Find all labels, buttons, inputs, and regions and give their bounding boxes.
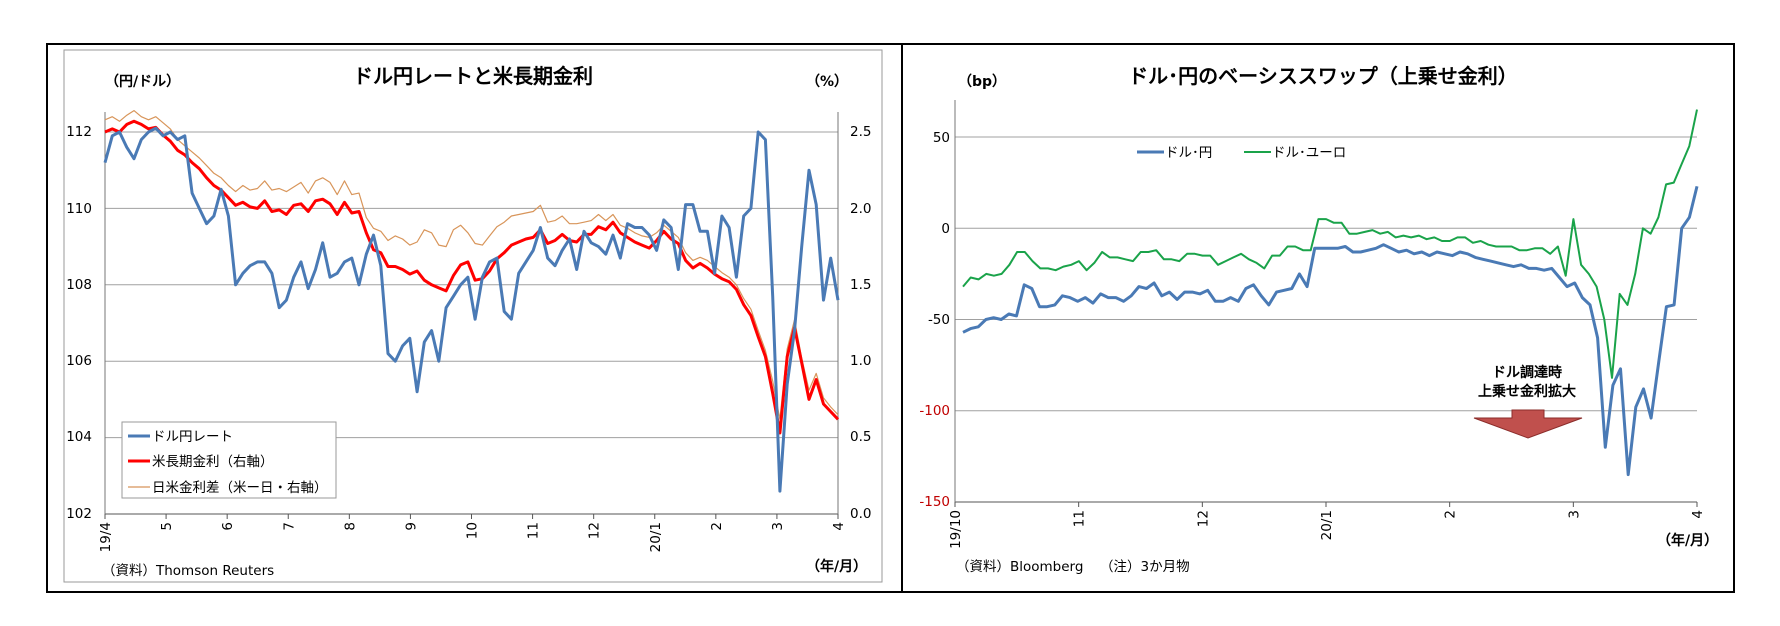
left-rtick-0.5: 0.5	[850, 429, 871, 445]
left-series-line-0	[103, 126, 840, 493]
right-ytick-neg150: -150	[919, 494, 950, 510]
right-ytick-50: 50	[933, 130, 950, 146]
figure-frame	[46, 43, 1735, 593]
left-y-left-ticks: 112 110 108 106 104 102	[66, 124, 92, 522]
right-y-label: （bp）	[958, 74, 1006, 90]
left-y-left-label: （円/ドル）	[105, 74, 180, 90]
right-x-ticks: 19/10 11 12 20/1 2 3 4	[948, 502, 1706, 549]
left-y-right-label: （%）	[806, 74, 848, 90]
left-x-ticks: 19/4 5 6 7 8 9 10 11 12 20/1 2 3 4	[98, 514, 847, 552]
right-source: （資料）Bloomberg	[956, 559, 1083, 575]
left-rtick-2.0: 2.0	[850, 201, 871, 217]
left-ytick-110: 110	[66, 201, 92, 217]
right-legend: ドル･円 ドル･ユーロ	[1137, 145, 1346, 161]
left-y-right-ticks: 2.5 2.0 1.5 1.0 0.5 0.0	[850, 124, 871, 522]
left-xtick-label: 19/4	[98, 522, 114, 552]
left-xtick-label: 3	[770, 522, 786, 531]
left-ytick-108: 108	[66, 277, 92, 293]
legend-label-usd-eur-basis: ドル･ユーロ	[1272, 145, 1346, 161]
right-ytick-neg50: -50	[928, 312, 950, 328]
right-xtick-label: 2	[1443, 510, 1459, 519]
right-series-line-1	[962, 109, 1698, 379]
left-legend-box	[121, 421, 337, 499]
left-rtick-1.0: 1.0	[850, 353, 871, 369]
left-chart-title: ドル円レートと米長期金利	[353, 64, 593, 88]
legend-label-us-yield: 米長期金利（右軸）	[152, 454, 274, 470]
left-x-unit-label: （年/月）	[806, 558, 867, 575]
left-series	[103, 109, 840, 493]
annotation-line-1: ドル調達時	[1492, 364, 1562, 381]
left-ytick-104: 104	[66, 429, 92, 445]
left-xtick-label: 7	[281, 522, 297, 531]
left-xtick-label: 5	[159, 522, 175, 531]
left-xtick-label: 10	[465, 522, 481, 539]
left-xtick-label: 9	[403, 522, 419, 531]
right-ytick-neg100: -100	[919, 403, 950, 419]
left-legend: ドル円レート 米長期金利（右軸） 日米金利差（米ー日・右軸）	[121, 421, 337, 499]
right-chart: ドル･円のベーシススワップ（上乗せ金利） （bp） 50 0 -50 -100 …	[916, 50, 1726, 582]
right-xtick-label: 12	[1195, 510, 1211, 527]
right-y-ticks: 50 0 -50 -100 -150	[919, 130, 950, 510]
right-series	[962, 109, 1699, 477]
left-series-line-1	[104, 119, 840, 435]
left-source: （資料）Thomson Reuters	[102, 563, 274, 579]
legend-label-usdjpy: ドル円レート	[152, 429, 233, 445]
left-gridlines	[104, 112, 839, 515]
left-xtick-label: 2	[709, 522, 725, 531]
left-ytick-102: 102	[66, 506, 92, 522]
right-series-line-0	[962, 185, 1699, 477]
right-xtick-label: 20/1	[1319, 510, 1335, 540]
right-x-unit-label: （年/月）	[1657, 532, 1718, 549]
left-xtick-label: 12	[587, 522, 603, 539]
right-note: （注）3か月物	[1100, 559, 1190, 575]
left-xtick-label: 11	[526, 522, 542, 539]
legend-label-spread: 日米金利差（米ー日・右軸）	[152, 480, 328, 496]
left-ytick-106: 106	[66, 353, 92, 369]
annotation-line-2: 上乗せ金利拡大	[1478, 383, 1576, 400]
right-ytick-0: 0	[941, 221, 950, 237]
left-xtick-label: 20/1	[648, 522, 664, 552]
right-xtick-label: 4	[1690, 510, 1706, 519]
left-chart-area	[63, 49, 883, 583]
left-xtick-label: 8	[342, 522, 358, 531]
left-rtick-0.0: 0.0	[850, 506, 871, 522]
right-xtick-label: 3	[1566, 510, 1582, 519]
right-chart-area	[916, 50, 1726, 582]
right-xtick-label: 19/10	[948, 510, 964, 549]
left-xtick-label: 6	[220, 522, 236, 531]
annotation-arrow	[1473, 409, 1583, 439]
left-chart: ドル円レートと米長期金利 （円/ドル） （%） 112 110 108 106 …	[63, 49, 883, 583]
left-ytick-112: 112	[66, 124, 92, 140]
right-chart-title: ドル･円のベーシススワップ（上乗せ金利）	[1128, 64, 1518, 88]
panel-divider	[901, 43, 903, 593]
right-xtick-label: 11	[1072, 510, 1088, 527]
legend-label-usd-jpy-basis: ドル･円	[1165, 145, 1212, 161]
left-rtick-2.5: 2.5	[850, 124, 871, 140]
left-rtick-1.5: 1.5	[850, 277, 871, 293]
left-xtick-label: 4	[831, 522, 847, 531]
